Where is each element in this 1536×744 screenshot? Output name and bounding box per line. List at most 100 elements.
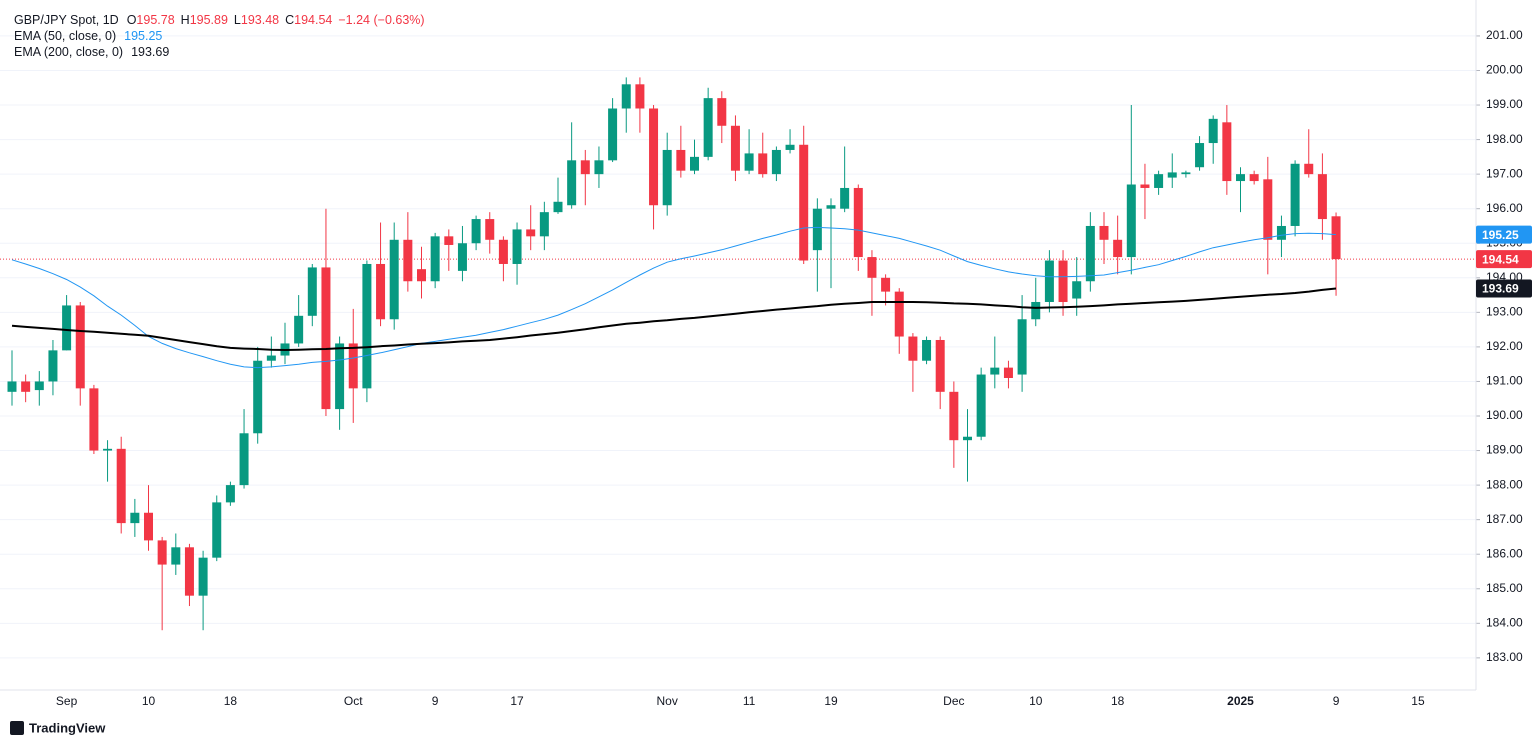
candle-body xyxy=(1154,174,1164,188)
x-tick-label: 9 xyxy=(1333,694,1340,708)
candle-body xyxy=(949,391,959,441)
candle-body xyxy=(335,343,345,410)
candle-body xyxy=(225,485,235,503)
ema200-badge: 193.69 xyxy=(1482,282,1519,296)
candle-body xyxy=(771,149,781,175)
candle-body xyxy=(635,84,645,109)
candle-body xyxy=(758,153,768,175)
y-tick-label: 185.00 xyxy=(1486,581,1523,595)
candle-body xyxy=(922,339,932,361)
candle-body xyxy=(212,502,222,558)
x-tick-label: Dec xyxy=(943,694,964,708)
x-tick-label: 15 xyxy=(1411,694,1425,708)
candle-body xyxy=(976,374,986,437)
candle-body xyxy=(676,149,686,171)
y-tick-label: 184.00 xyxy=(1486,615,1523,629)
ohlc-value: 194.54 xyxy=(294,13,332,27)
x-tick-label: Sep xyxy=(56,694,78,708)
candle-body xyxy=(1099,225,1109,240)
candle-body xyxy=(485,219,495,240)
y-tick-label: 197.00 xyxy=(1486,166,1523,180)
candle-body xyxy=(963,436,972,441)
grid: 183.00 184.00 185.00 186.00 187.00 188.00 189.… xyxy=(0,28,1523,708)
candle-body xyxy=(294,315,304,344)
candle-body xyxy=(362,263,372,389)
candle-body xyxy=(1263,179,1273,240)
candle-body xyxy=(1208,118,1218,144)
y-tick-label: 192.00 xyxy=(1486,339,1523,353)
candle-body xyxy=(1085,225,1095,282)
candle-body xyxy=(1058,260,1068,302)
candle-body xyxy=(580,160,590,175)
ohlc-label: L xyxy=(234,13,241,27)
change: −1.24 (−0.63%) xyxy=(338,13,424,27)
candle-body xyxy=(512,229,522,264)
candle-body xyxy=(553,201,563,213)
x-tick-label: 11 xyxy=(743,694,756,708)
candle-body xyxy=(7,381,17,392)
candle-body xyxy=(376,263,386,320)
ohlc-value: 193.48 xyxy=(241,13,279,27)
candle-body xyxy=(21,381,31,392)
candle-body xyxy=(321,267,331,410)
candle-body xyxy=(1003,367,1013,378)
candle-body xyxy=(1140,184,1150,188)
ema-value: 195.25 xyxy=(124,29,162,43)
candle-body xyxy=(75,305,85,389)
ema-legend: EMA (50, close, 0) 195.25 xyxy=(14,29,162,43)
y-tick-label: 183.00 xyxy=(1486,650,1523,664)
y-tick-label: 193.00 xyxy=(1486,305,1523,319)
candle-body xyxy=(430,236,440,282)
candle-body xyxy=(730,125,740,171)
y-tick-label: 186.00 xyxy=(1486,546,1523,560)
plot xyxy=(0,77,1476,631)
ema50-badge: 195.25 xyxy=(1482,228,1519,242)
price-badges: 195.25 194.54 193.69 xyxy=(1476,225,1532,298)
candle-body xyxy=(1304,163,1314,175)
candle-body xyxy=(840,187,850,209)
candle-body xyxy=(1276,225,1286,240)
candle-body xyxy=(1017,319,1027,375)
candle-body xyxy=(1236,174,1245,182)
candle-body xyxy=(539,212,549,237)
candle-body xyxy=(690,156,699,171)
ema-name: EMA (50, close, 0) xyxy=(14,29,116,43)
y-tick-label: 191.00 xyxy=(1486,374,1523,388)
candle-body xyxy=(198,557,208,596)
x-tick-label: Oct xyxy=(344,694,363,708)
candle-body xyxy=(1249,174,1259,182)
y-tick-label: 190.00 xyxy=(1486,408,1523,422)
symbol: GBP/JPY Spot, 1D xyxy=(14,13,119,27)
x-tick-label: 10 xyxy=(1029,694,1043,708)
candle-body xyxy=(471,219,481,244)
candle-body xyxy=(103,448,113,451)
candle-body xyxy=(1181,172,1191,175)
candle-body xyxy=(894,291,904,337)
candle-body xyxy=(881,277,891,292)
ohlc-label: C xyxy=(285,13,294,27)
ohlc-value: 195.78 xyxy=(136,13,174,27)
candle-body xyxy=(116,448,126,524)
candle-body xyxy=(717,98,727,126)
candle-body xyxy=(144,512,153,541)
candle-body xyxy=(785,144,795,150)
ema-name: EMA (200, close, 0) xyxy=(14,45,123,59)
candle-body xyxy=(62,305,72,351)
y-tick-label: 189.00 xyxy=(1486,443,1523,457)
x-tick-label: 10 xyxy=(142,694,156,708)
ema-legend: EMA (200, close, 0) 193.69 xyxy=(14,45,169,59)
candle-body xyxy=(935,339,945,392)
candle-body xyxy=(649,108,659,206)
candle-body xyxy=(703,98,713,157)
candle-body xyxy=(130,512,140,524)
brand-logo: TradingView xyxy=(10,720,106,735)
candle-body xyxy=(253,360,263,434)
last-price-badge-bg xyxy=(1476,250,1532,269)
ohlc-value: 195.89 xyxy=(190,13,228,27)
last-price-badge: 194.54 xyxy=(1482,252,1519,266)
candle-body xyxy=(34,381,44,391)
candle-body xyxy=(1113,239,1123,258)
candle-body xyxy=(457,243,467,271)
candle-body xyxy=(908,336,918,361)
